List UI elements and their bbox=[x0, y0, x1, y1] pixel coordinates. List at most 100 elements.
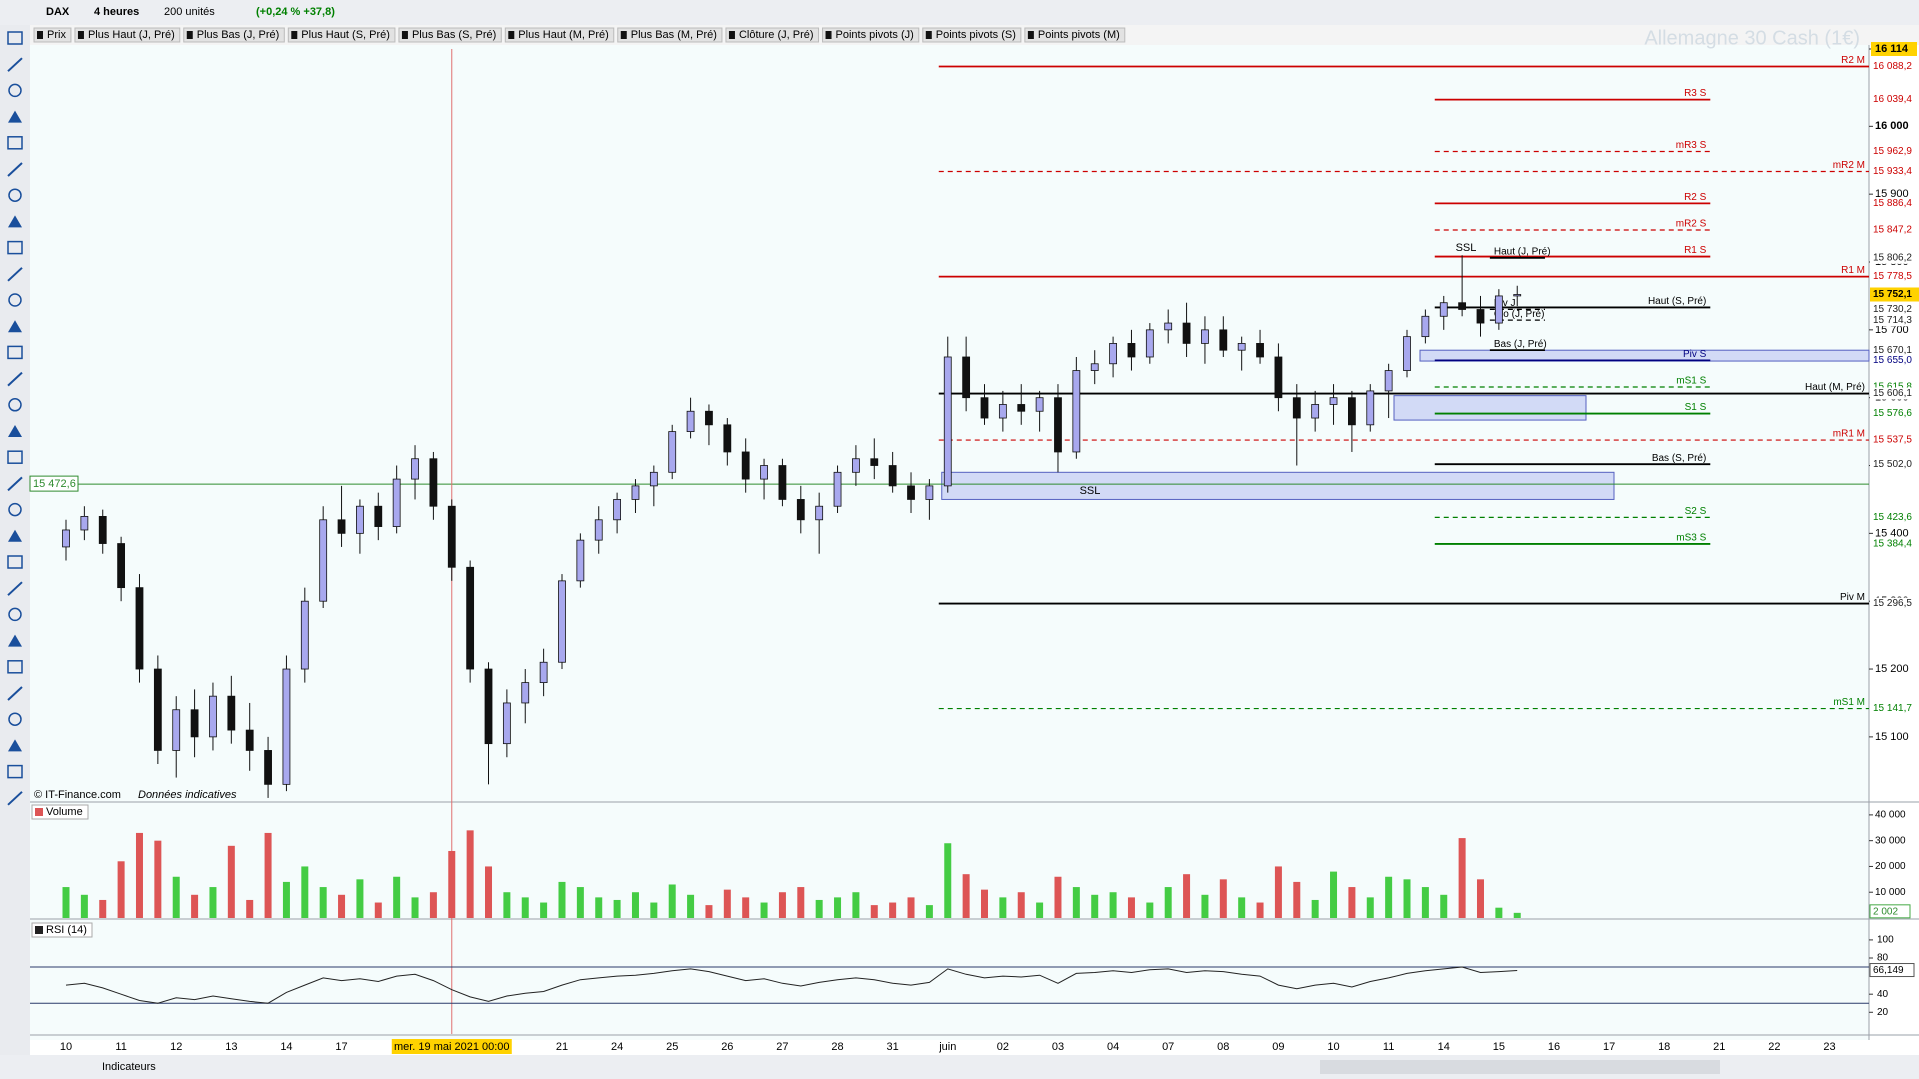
tool-icon[interactable] bbox=[7, 240, 23, 255]
tool-icon[interactable] bbox=[8, 293, 22, 307]
volume-bar bbox=[1091, 894, 1099, 918]
tool-icon[interactable] bbox=[8, 712, 22, 726]
legend-label[interactable]: Plus Bas (S, Pré) bbox=[412, 29, 496, 41]
volume-bar bbox=[1403, 879, 1411, 918]
candle-body bbox=[190, 709, 199, 738]
legend-tab[interactable] bbox=[504, 27, 615, 43]
legend-tab[interactable] bbox=[1024, 27, 1126, 43]
tool-icon[interactable] bbox=[7, 555, 23, 569]
symbol[interactable]: DAX bbox=[46, 6, 70, 18]
tool-icon[interactable] bbox=[8, 607, 22, 622]
units[interactable]: 200 unités bbox=[164, 6, 215, 18]
tool-icon[interactable] bbox=[7, 476, 23, 492]
volume-bar bbox=[1146, 902, 1154, 918]
x-tick-label: juin bbox=[938, 1041, 956, 1053]
legend-tab[interactable] bbox=[183, 27, 285, 43]
level-axis-label: 15 576,6 bbox=[1873, 408, 1912, 419]
volume-bar bbox=[338, 894, 346, 918]
level-axis-box bbox=[1870, 702, 1919, 715]
candle-body bbox=[1201, 329, 1209, 344]
tool-icon[interactable] bbox=[7, 686, 23, 701]
level-name: mR2 S bbox=[1676, 219, 1707, 230]
tool-icon[interactable] bbox=[7, 162, 23, 177]
tool-icon[interactable] bbox=[8, 188, 22, 202]
tool-icon[interactable] bbox=[8, 739, 22, 752]
scrollbar[interactable] bbox=[1320, 1060, 1720, 1074]
tool-icon[interactable] bbox=[8, 215, 22, 228]
candle-body bbox=[649, 471, 658, 487]
tool-icon[interactable] bbox=[7, 136, 23, 150]
legend-tab[interactable] bbox=[617, 27, 723, 43]
tool-icon[interactable] bbox=[7, 371, 23, 387]
candle-body bbox=[1292, 397, 1301, 419]
watermark: Allemagne 30 Cash (1€) bbox=[1644, 27, 1860, 49]
legend-tab[interactable] bbox=[74, 27, 181, 43]
tool-icon[interactable] bbox=[7, 791, 23, 806]
volume-bar bbox=[80, 894, 88, 918]
tool-icon[interactable] bbox=[8, 425, 22, 437]
legend-label[interactable]: Clôture (J, Pré) bbox=[739, 29, 814, 41]
tool-icon[interactable] bbox=[8, 320, 22, 333]
x-tick-label: 22 bbox=[1768, 1041, 1780, 1053]
legend-tab[interactable] bbox=[822, 27, 920, 43]
tool-icon[interactable] bbox=[7, 57, 23, 72]
tool-icon[interactable] bbox=[7, 660, 23, 674]
level-name: mR1 M bbox=[1833, 429, 1865, 440]
x-tick-label: 24 bbox=[611, 1041, 623, 1053]
rsi-tick-label: 40 bbox=[1877, 989, 1889, 1000]
candle-body bbox=[1035, 397, 1044, 412]
level-name: Haut (M, Pré) bbox=[1805, 382, 1865, 393]
tool-icon[interactable] bbox=[8, 83, 22, 98]
legend-label[interactable]: Plus Haut (J, Pré) bbox=[88, 29, 175, 41]
legend-label[interactable]: Points pivots (S) bbox=[936, 29, 1016, 41]
level-axis-label: 15 962,9 bbox=[1873, 146, 1912, 157]
legend-label[interactable]: Points pivots (M) bbox=[1038, 29, 1120, 41]
candle-body bbox=[962, 356, 971, 399]
indicators-button[interactable]: Indicateurs bbox=[102, 1061, 156, 1073]
tool-icon[interactable] bbox=[7, 31, 23, 45]
legend-label[interactable]: Prix bbox=[47, 29, 66, 41]
candle-body bbox=[558, 580, 566, 663]
legend-label[interactable]: Plus Bas (M, Pré) bbox=[631, 29, 717, 41]
candle-body bbox=[888, 465, 897, 487]
legend-tab[interactable] bbox=[287, 27, 396, 43]
candle-body bbox=[1494, 295, 1503, 324]
legend-label[interactable]: Plus Haut (S, Pré) bbox=[301, 29, 390, 41]
tool-icon[interactable] bbox=[8, 634, 22, 647]
x-tick-label: 17 bbox=[335, 1041, 347, 1053]
candle-body bbox=[1403, 336, 1411, 371]
tool-icon[interactable] bbox=[7, 581, 23, 596]
legend-tab[interactable] bbox=[398, 27, 502, 43]
volume-bar bbox=[1183, 874, 1191, 918]
tool-icon[interactable] bbox=[7, 764, 23, 779]
candle-body bbox=[319, 519, 328, 602]
legend-label[interactable]: Points pivots (J) bbox=[836, 29, 914, 41]
tool-icon[interactable] bbox=[8, 529, 22, 542]
candle-body bbox=[1090, 363, 1099, 371]
tool-icon[interactable] bbox=[7, 267, 23, 282]
candle-body bbox=[245, 729, 254, 751]
legend-label[interactable]: Plus Haut (M, Pré) bbox=[518, 29, 608, 41]
y-tick-label: 15 400 bbox=[1875, 527, 1909, 539]
tool-icon[interactable] bbox=[7, 345, 23, 360]
candle-body bbox=[429, 458, 438, 507]
candle-body bbox=[998, 404, 1007, 419]
tool-icon[interactable] bbox=[8, 398, 22, 412]
legend-swatch bbox=[508, 31, 515, 39]
legend-label[interactable]: Plus Bas (J, Pré) bbox=[197, 29, 280, 41]
candle-body bbox=[1366, 390, 1375, 426]
volume-bar bbox=[1293, 881, 1301, 918]
tool-icon[interactable] bbox=[8, 110, 22, 123]
legend-tab[interactable] bbox=[33, 27, 72, 43]
legend-tab[interactable] bbox=[725, 27, 820, 43]
legend-swatch bbox=[925, 31, 932, 39]
period[interactable]: 4 heures bbox=[94, 6, 139, 18]
volume-bar bbox=[925, 905, 933, 918]
legend-tab[interactable] bbox=[922, 27, 1022, 43]
volume-tick-label: 10 000 bbox=[1875, 887, 1906, 898]
zone bbox=[1393, 395, 1587, 421]
level-axis-label: 15 537,5 bbox=[1873, 435, 1912, 446]
tool-icon[interactable] bbox=[7, 450, 23, 464]
legend-swatch bbox=[620, 31, 627, 39]
tool-icon[interactable] bbox=[8, 502, 22, 517]
